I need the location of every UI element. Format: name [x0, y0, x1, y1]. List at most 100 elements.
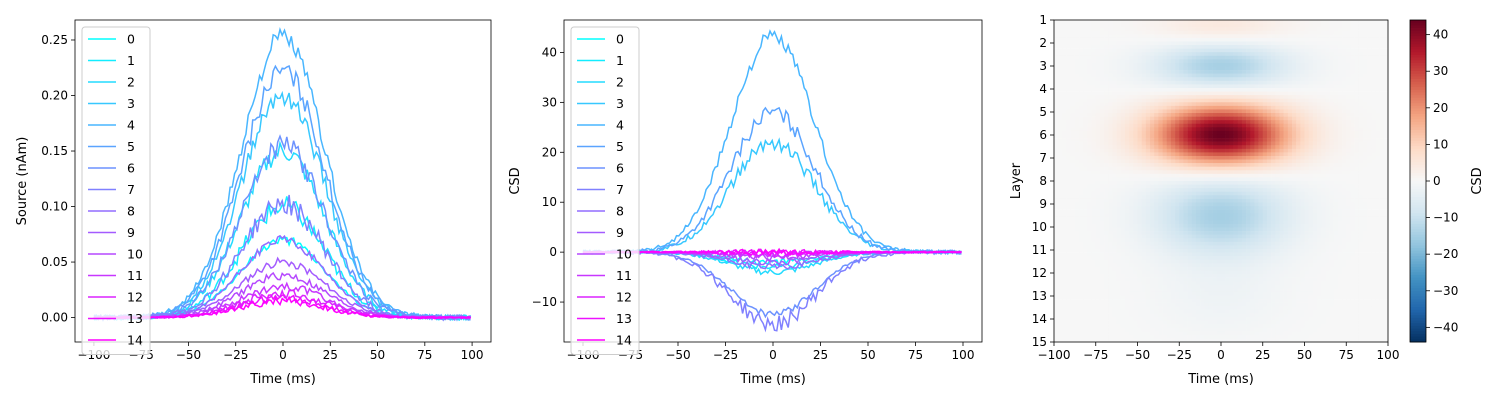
- heatmap-cell: [1283, 188, 1289, 193]
- heatmap-cell: [1300, 87, 1305, 92]
- heatmap-cell: [1321, 198, 1326, 203]
- heatmap-cell: [1375, 155, 1380, 160]
- heatmap-cell: [1116, 127, 1122, 132]
- heatmap-cell: [1154, 48, 1159, 53]
- heatmap-cell: [1254, 138, 1259, 142]
- heatmap-cell: [1087, 123, 1092, 128]
- heatmap-cell: [1287, 123, 1293, 128]
- heatmap-cell: [1346, 123, 1351, 128]
- heatmap-cell: [1112, 70, 1117, 74]
- heatmap-cell: [1358, 30, 1364, 35]
- heatmap-cell: [1312, 184, 1318, 189]
- heatmap-cell: [1200, 23, 1205, 28]
- heatmap-cell: [1066, 116, 1071, 121]
- heatmap-cell: [1321, 27, 1326, 32]
- heatmap-cell: [1221, 231, 1226, 235]
- heatmap-cell: [1275, 141, 1280, 146]
- heatmap-cell: [1150, 62, 1155, 67]
- heatmap-cell: [1371, 98, 1376, 103]
- heatmap-cell: [1116, 159, 1122, 164]
- heatmap-cell: [1250, 220, 1255, 225]
- heatmap-cell: [1225, 45, 1230, 49]
- heatmap-cell: [1233, 105, 1238, 110]
- heatmap-cell: [1141, 134, 1147, 139]
- heatmap-cell: [1141, 213, 1147, 218]
- heatmap-cell: [1221, 191, 1226, 196]
- heatmap-cell: [1074, 141, 1080, 146]
- heatmap-cell: [1124, 134, 1130, 139]
- x-axis-label: Time (ms): [739, 372, 806, 387]
- heatmap-cell: [1129, 191, 1134, 196]
- heatmap-cell: [1237, 80, 1243, 85]
- heatmap-cell: [1275, 123, 1280, 128]
- heatmap-cell: [1262, 98, 1268, 103]
- heatmap-cell: [1200, 145, 1205, 150]
- heatmap-cell: [1141, 191, 1147, 196]
- heatmap-cell: [1317, 109, 1322, 114]
- heatmap-cell: [1108, 166, 1113, 171]
- heatmap-cell: [1221, 48, 1226, 53]
- heatmap-cell: [1099, 109, 1105, 114]
- heatmap-cell: [1162, 209, 1168, 214]
- heatmap-cell: [1066, 84, 1071, 89]
- heatmap-cell: [1300, 113, 1305, 117]
- heatmap-cell: [1083, 177, 1088, 182]
- heatmap-cell: [1350, 209, 1355, 214]
- heatmap-cell: [1212, 145, 1218, 150]
- heatmap-cell: [1308, 181, 1314, 185]
- heatmap-cell: [1158, 141, 1163, 146]
- heatmap-cell: [1200, 134, 1205, 139]
- heatmap-cell: [1141, 20, 1147, 24]
- heatmap-cell: [1095, 116, 1101, 121]
- heatmap-cell: [1371, 195, 1376, 200]
- heatmap-cell: [1187, 84, 1193, 89]
- heatmap-cell: [1195, 159, 1201, 164]
- heatmap-cell: [1058, 20, 1063, 24]
- heatmap-cell: [1195, 41, 1201, 46]
- heatmap-cell: [1300, 95, 1305, 100]
- heatmap-cell: [1191, 30, 1197, 35]
- heatmap-cell: [1175, 66, 1180, 71]
- heatmap-cell: [1124, 109, 1130, 114]
- heatmap-cell: [1329, 52, 1335, 57]
- heatmap-cell: [1367, 155, 1372, 160]
- heatmap-cell: [1083, 216, 1088, 221]
- heatmap-cell: [1158, 123, 1163, 128]
- heatmap-cell: [1154, 73, 1159, 78]
- heatmap-cell: [1271, 52, 1276, 57]
- heatmap-cell: [1095, 231, 1101, 235]
- heatmap-cell: [1296, 59, 1301, 64]
- heatmap-cell: [1283, 55, 1289, 60]
- heatmap-cell: [1262, 41, 1268, 46]
- heatmap-cell: [1054, 45, 1059, 49]
- heatmap-cell: [1317, 184, 1322, 189]
- heatmap-cell: [1179, 113, 1184, 117]
- heatmap-cell: [1091, 173, 1097, 178]
- heatmap-cell: [1179, 195, 1184, 200]
- heatmap-cell: [1296, 91, 1301, 96]
- heatmap-cell: [1308, 84, 1314, 89]
- heatmap-cell: [1154, 213, 1159, 218]
- heatmap-cell: [1296, 84, 1301, 89]
- heatmap-cell: [1225, 113, 1230, 117]
- heatmap-cell: [1091, 52, 1097, 57]
- heatmap-cell: [1066, 216, 1071, 221]
- heatmap-cell: [1116, 220, 1122, 225]
- heatmap-cell: [1133, 191, 1138, 196]
- heatmap-cell: [1358, 127, 1364, 132]
- heatmap-cell: [1175, 173, 1180, 178]
- heatmap-cell: [1087, 166, 1092, 171]
- heatmap-cell: [1375, 123, 1380, 128]
- heatmap-cell: [1317, 95, 1322, 100]
- heatmap-cell: [1083, 87, 1088, 92]
- heatmap-cell: [1362, 181, 1368, 185]
- heatmap-cell: [1095, 184, 1101, 189]
- heatmap-cell: [1333, 163, 1339, 167]
- heatmap-cell: [1342, 177, 1347, 182]
- heatmap-cell: [1262, 27, 1268, 32]
- heatmap-cell: [1150, 163, 1155, 167]
- heatmap-cell: [1187, 206, 1193, 210]
- heatmap-cell: [1304, 80, 1309, 85]
- heatmap-cell: [1337, 130, 1343, 135]
- heatmap-cell: [1362, 55, 1368, 60]
